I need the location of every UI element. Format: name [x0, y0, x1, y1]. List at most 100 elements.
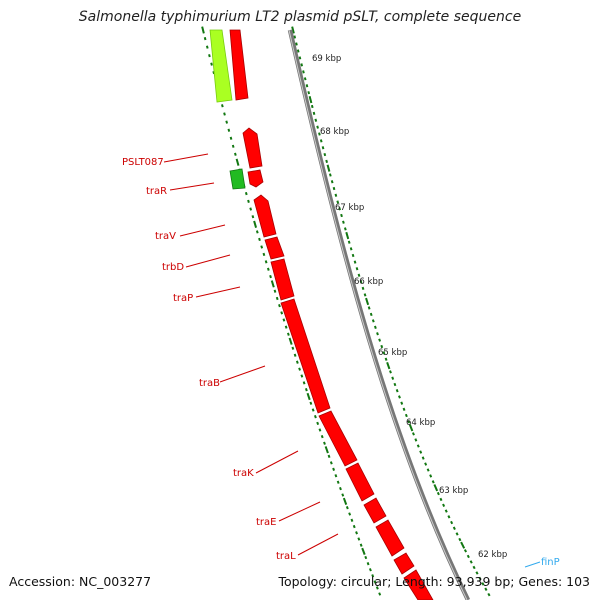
gene-label-trav[interactable]: traV	[155, 231, 176, 242]
minor-tick	[419, 450, 423, 454]
minor-tick	[475, 571, 479, 575]
minor-tick	[298, 56, 302, 60]
minor-tick	[371, 574, 375, 578]
minor-tick	[327, 454, 331, 458]
minor-tick	[347, 240, 351, 244]
minor-tick	[466, 554, 470, 559]
minor-tick	[375, 586, 379, 590]
gene-arrow-tral[interactable]	[375, 519, 405, 557]
minor-tick	[266, 267, 270, 271]
minor-tick	[296, 49, 300, 53]
minor-tick	[382, 351, 386, 355]
minor-tick	[262, 252, 266, 257]
minor-tick	[247, 199, 250, 203]
minor-tick	[310, 104, 314, 109]
gene-label-trab[interactable]: traB	[199, 378, 220, 389]
gene-label-pslt087[interactable]: PSLT087	[122, 157, 164, 168]
minor-tick	[469, 560, 473, 564]
major-tick	[306, 392, 311, 401]
gene-label-tral[interactable]: traL	[276, 551, 296, 562]
kbp-label: 62 kbp	[478, 550, 507, 560]
minor-tick	[264, 260, 268, 264]
kbp-label: 64 kbp	[406, 418, 435, 428]
minor-tick	[300, 63, 304, 67]
gene-arrow-trae[interactable]	[345, 462, 375, 502]
minor-tick	[380, 344, 384, 349]
gene-label-trbd[interactable]: trbD	[162, 262, 184, 273]
minor-tick	[341, 493, 345, 497]
gene-arrow[interactable]	[403, 569, 434, 600]
minor-tick	[302, 70, 305, 74]
feature-highlight-segment[interactable]	[209, 29, 233, 103]
plasmid-backbone-highlight	[288, 29, 468, 600]
minor-tick	[302, 381, 306, 385]
minor-tick	[316, 125, 319, 129]
minor-tick	[291, 346, 295, 350]
gene-arrow-trbd[interactable]	[264, 236, 285, 260]
gene-arrow[interactable]	[229, 29, 249, 101]
minor-tick	[404, 413, 408, 418]
gene-arrow-trar[interactable]	[229, 168, 246, 190]
minor-tick	[307, 91, 311, 95]
minor-tick	[429, 474, 433, 478]
minor-tick	[287, 332, 290, 336]
gene-arrow-trab[interactable]	[280, 298, 331, 414]
major-tick	[460, 541, 466, 549]
minor-tick	[367, 306, 371, 310]
gene-arrow-trav[interactable]	[253, 194, 277, 238]
major-tick	[308, 95, 313, 104]
gene-label-trae[interactable]: traE	[256, 517, 276, 528]
minor-tick	[334, 474, 338, 478]
inner-tick-ring	[201, 26, 382, 596]
minor-tick	[293, 35, 297, 39]
minor-tick	[400, 401, 404, 405]
minor-tick	[393, 382, 397, 387]
minor-tick	[320, 434, 324, 439]
minor-tick	[234, 152, 237, 156]
minor-tick	[352, 524, 356, 529]
minor-tick	[402, 407, 406, 412]
minor-tick	[284, 325, 288, 329]
minor-tick	[251, 215, 255, 219]
minor-tick	[371, 319, 375, 323]
kbp-label: 67 kbp	[335, 203, 364, 213]
major-tick	[408, 424, 414, 432]
gene-arrow-trap[interactable]	[270, 258, 295, 301]
minor-tick	[227, 128, 231, 132]
minor-tick	[447, 515, 451, 519]
kbp-label: 66 kbp	[354, 277, 383, 287]
gene-arrow[interactable]	[393, 552, 415, 575]
minor-tick	[363, 293, 367, 297]
gene-label-trar[interactable]: traR	[146, 186, 167, 197]
minor-tick	[426, 468, 430, 472]
kbp-ruler-ring	[291, 26, 491, 597]
minor-tick	[280, 311, 284, 315]
gene-label-trap[interactable]: traP	[173, 293, 193, 304]
minor-tick	[366, 561, 370, 566]
gene-arrow[interactable]	[247, 169, 264, 188]
minor-tick	[305, 84, 309, 88]
minor-tick	[231, 144, 235, 148]
minor-tick	[355, 531, 358, 535]
minor-tick	[361, 286, 365, 291]
minor-tick	[303, 77, 307, 81]
major-tick	[253, 220, 258, 228]
gene-label-trak[interactable]: traK	[233, 468, 254, 479]
minor-tick	[205, 45, 209, 49]
minor-tick	[416, 444, 420, 448]
minor-tick	[343, 227, 347, 231]
minor-tick	[203, 36, 207, 41]
major-tick	[288, 337, 293, 345]
minor-tick	[336, 200, 340, 204]
gene-arrow-pslt087[interactable]	[242, 127, 263, 169]
gene-labels: PSLT087 traR traV trbD traP traB traK tr…	[122, 157, 296, 562]
accession-text: Accession: NC_003277	[9, 574, 152, 589]
major-tick	[345, 231, 350, 240]
minor-tick	[487, 592, 491, 597]
minor-tick	[369, 312, 373, 317]
gene-label-finp[interactable]: finP	[541, 557, 560, 568]
gene-arrow-trak[interactable]	[318, 410, 358, 467]
minor-tick	[351, 253, 355, 258]
gene-arrow[interactable]	[363, 497, 387, 524]
minor-tick	[300, 374, 304, 378]
